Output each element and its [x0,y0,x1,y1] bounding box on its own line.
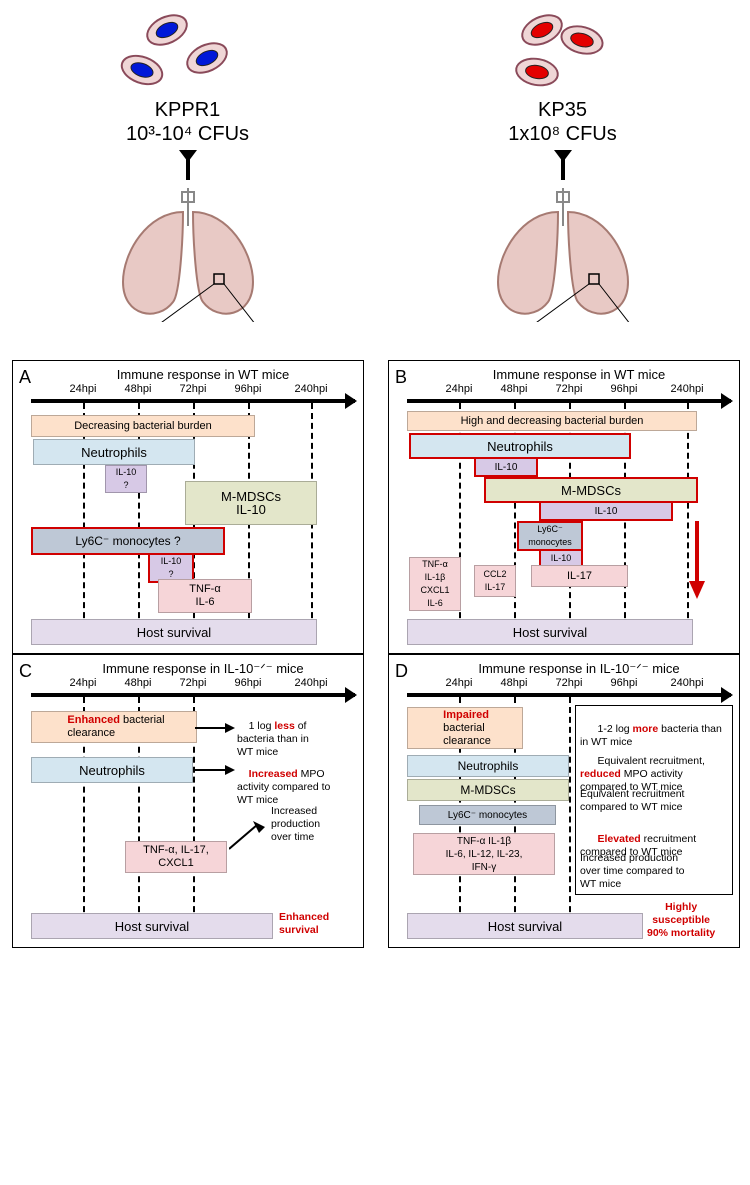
bar-mdsc-il10: IL-10 [539,501,673,521]
t: reduced [580,768,621,780]
bar-neutrophils: Neutrophils [409,433,631,459]
tick: 240hpi [294,677,327,689]
tick: 48hpi [501,383,528,395]
susceptible: Highly susceptible 90% mortality [647,901,715,940]
bar-tnf: TNF-α IL-6 [158,579,252,613]
tick: 96hpi [611,383,638,395]
bar-ly6c: Ly6C⁻ monocytes [419,805,556,825]
bar-mdsc: M-MDSCs [484,477,698,503]
bar-survival: Host survival [407,913,643,939]
kp35-name: KP35 [538,99,587,121]
column-kp35: KP35 1x10⁸ CFUs [375,0,750,300]
d-l5: Increased production over time compared … [580,852,684,891]
panel-title-c: Immune response in IL-10⁻ᐟ⁻ mice [43,661,363,677]
tick: 240hpi [294,383,327,395]
bar-survival: Host survival [407,619,693,645]
column-kppr1: KPPR1 10³-10⁴ CFUs [0,0,375,300]
panel-c: C Immune response in IL-10⁻ᐟ⁻ mice 24hpi… [12,654,364,948]
tick: 96hpi [235,677,262,689]
bar-mdsc: M-MDSCs IL-10 [185,481,317,525]
word-enhanced: Enhanced [67,714,120,726]
lungs-kppr1 [0,180,375,300]
tick: 24hpi [446,383,473,395]
bar-neutrophils: Neutrophils [31,757,193,783]
kppr1-dose: 10³-10⁴ CFUs [126,123,249,145]
t: Elevated [598,833,641,845]
bar-tnf: TNF-α IL-1β IL-6, IL-12, IL-23, IFN-γ [413,833,555,875]
down-arrow-icon [186,150,190,180]
t: Equivalent recruitment, [598,755,705,767]
tick: 48hpi [125,383,152,395]
bar-burden: Enhanced bacterial clearance [31,711,197,743]
tick: 24hpi [446,677,473,689]
strain-label-kp35: KP35 1x10⁸ CFUs [375,98,750,146]
t: Highly susceptible [652,901,710,926]
panel-label-c: C [19,661,32,682]
tick: 72hpi [180,383,207,395]
t: Increased [249,768,298,780]
page: { "kppr1": { "name": "KPPR1", "dose": "1… [0,0,750,1185]
tick: 24hpi [70,677,97,689]
arrow-icon [229,821,269,851]
t: less [274,720,294,732]
panel-label-b: B [395,367,407,388]
bar-neutrophils: Neutrophils [33,439,195,465]
bar-burden: Decreasing bacterial burden [31,415,255,437]
tick: 24hpi [70,383,97,395]
tick: 96hpi [235,383,262,395]
tick: 48hpi [125,677,152,689]
tick: 96hpi [611,677,638,689]
panel-a: A Immune response in WT mice 24hpi 48hpi… [12,360,364,654]
tick: 240hpi [670,677,703,689]
kp35-dose: 1x10⁸ CFUs [508,123,616,145]
panel-label-d: D [395,661,408,682]
tick: 72hpi [556,383,583,395]
bar-survival: Host survival [31,619,317,645]
bar-neutrophils: Neutrophils [407,755,569,777]
t: more [633,723,659,735]
bar-burden: Impaired bacterial clearance [407,707,523,749]
t: 1-2 log [598,723,633,735]
bar-il17: IL-17 [531,565,628,587]
lungs-kp35 [375,180,750,300]
kppr1-name: KPPR1 [155,99,221,121]
bar-neu-il10: IL-10 [474,457,538,477]
panel-title-d: Immune response in IL-10⁻ᐟ⁻ mice [419,661,739,677]
panel-title-b: Immune response in WT mice [419,367,739,382]
red-down-arrow-icon [685,521,709,601]
arrow-icon [195,721,235,735]
bar-burden: High and decreasing bacterial burden [407,411,697,431]
bar-il10: IL-10 ? [105,465,147,493]
tick: 48hpi [501,677,528,689]
t: bacterial clearance [443,722,491,747]
t: Impaired [443,709,489,721]
tick: 72hpi [180,677,207,689]
grid-line [569,697,571,932]
bar-tnf1: TNF-α IL-1β CXCL1 IL-6 [409,557,461,611]
panel-label-a: A [19,367,31,388]
bar-tnf: TNF-α, IL-17, CXCL1 [125,841,227,873]
bar-survival: Host survival [31,913,273,939]
down-arrow-icon [561,150,565,180]
panel-d: D Immune response in IL-10⁻ᐟ⁻ mice 24hpi… [388,654,740,948]
annotation-box: 1-2 log more bacteria than in WT mice Eq… [575,705,733,895]
t: 90% mortality [647,927,715,939]
panel-title-a: Immune response in WT mice [43,367,363,382]
strain-label-kppr1: KPPR1 10³-10⁴ CFUs [0,98,375,146]
bacteria-kppr1 [0,6,375,96]
tick: 72hpi [556,677,583,689]
ann-c3: Increased production over time [271,805,320,844]
bar-tnf2: CCL2 IL-17 [474,565,516,597]
arrow-icon [195,763,235,777]
bar-ly6c: Ly6C⁻ monocytes ? [31,527,225,555]
enhanced-survival: Enhanced survival [279,911,329,937]
tick: 240hpi [670,383,703,395]
t: 1 log [249,720,275,732]
bacteria-kp35 [375,6,750,96]
panel-b: B Immune response in WT mice 24hpi 48hpi… [388,360,740,654]
bar-ly6c: Ly6C⁻ monocytes [517,521,583,551]
d-l3: Equivalent recruitment compared to WT mi… [580,788,684,814]
bar-mdsc: M-MDSCs [407,779,569,801]
